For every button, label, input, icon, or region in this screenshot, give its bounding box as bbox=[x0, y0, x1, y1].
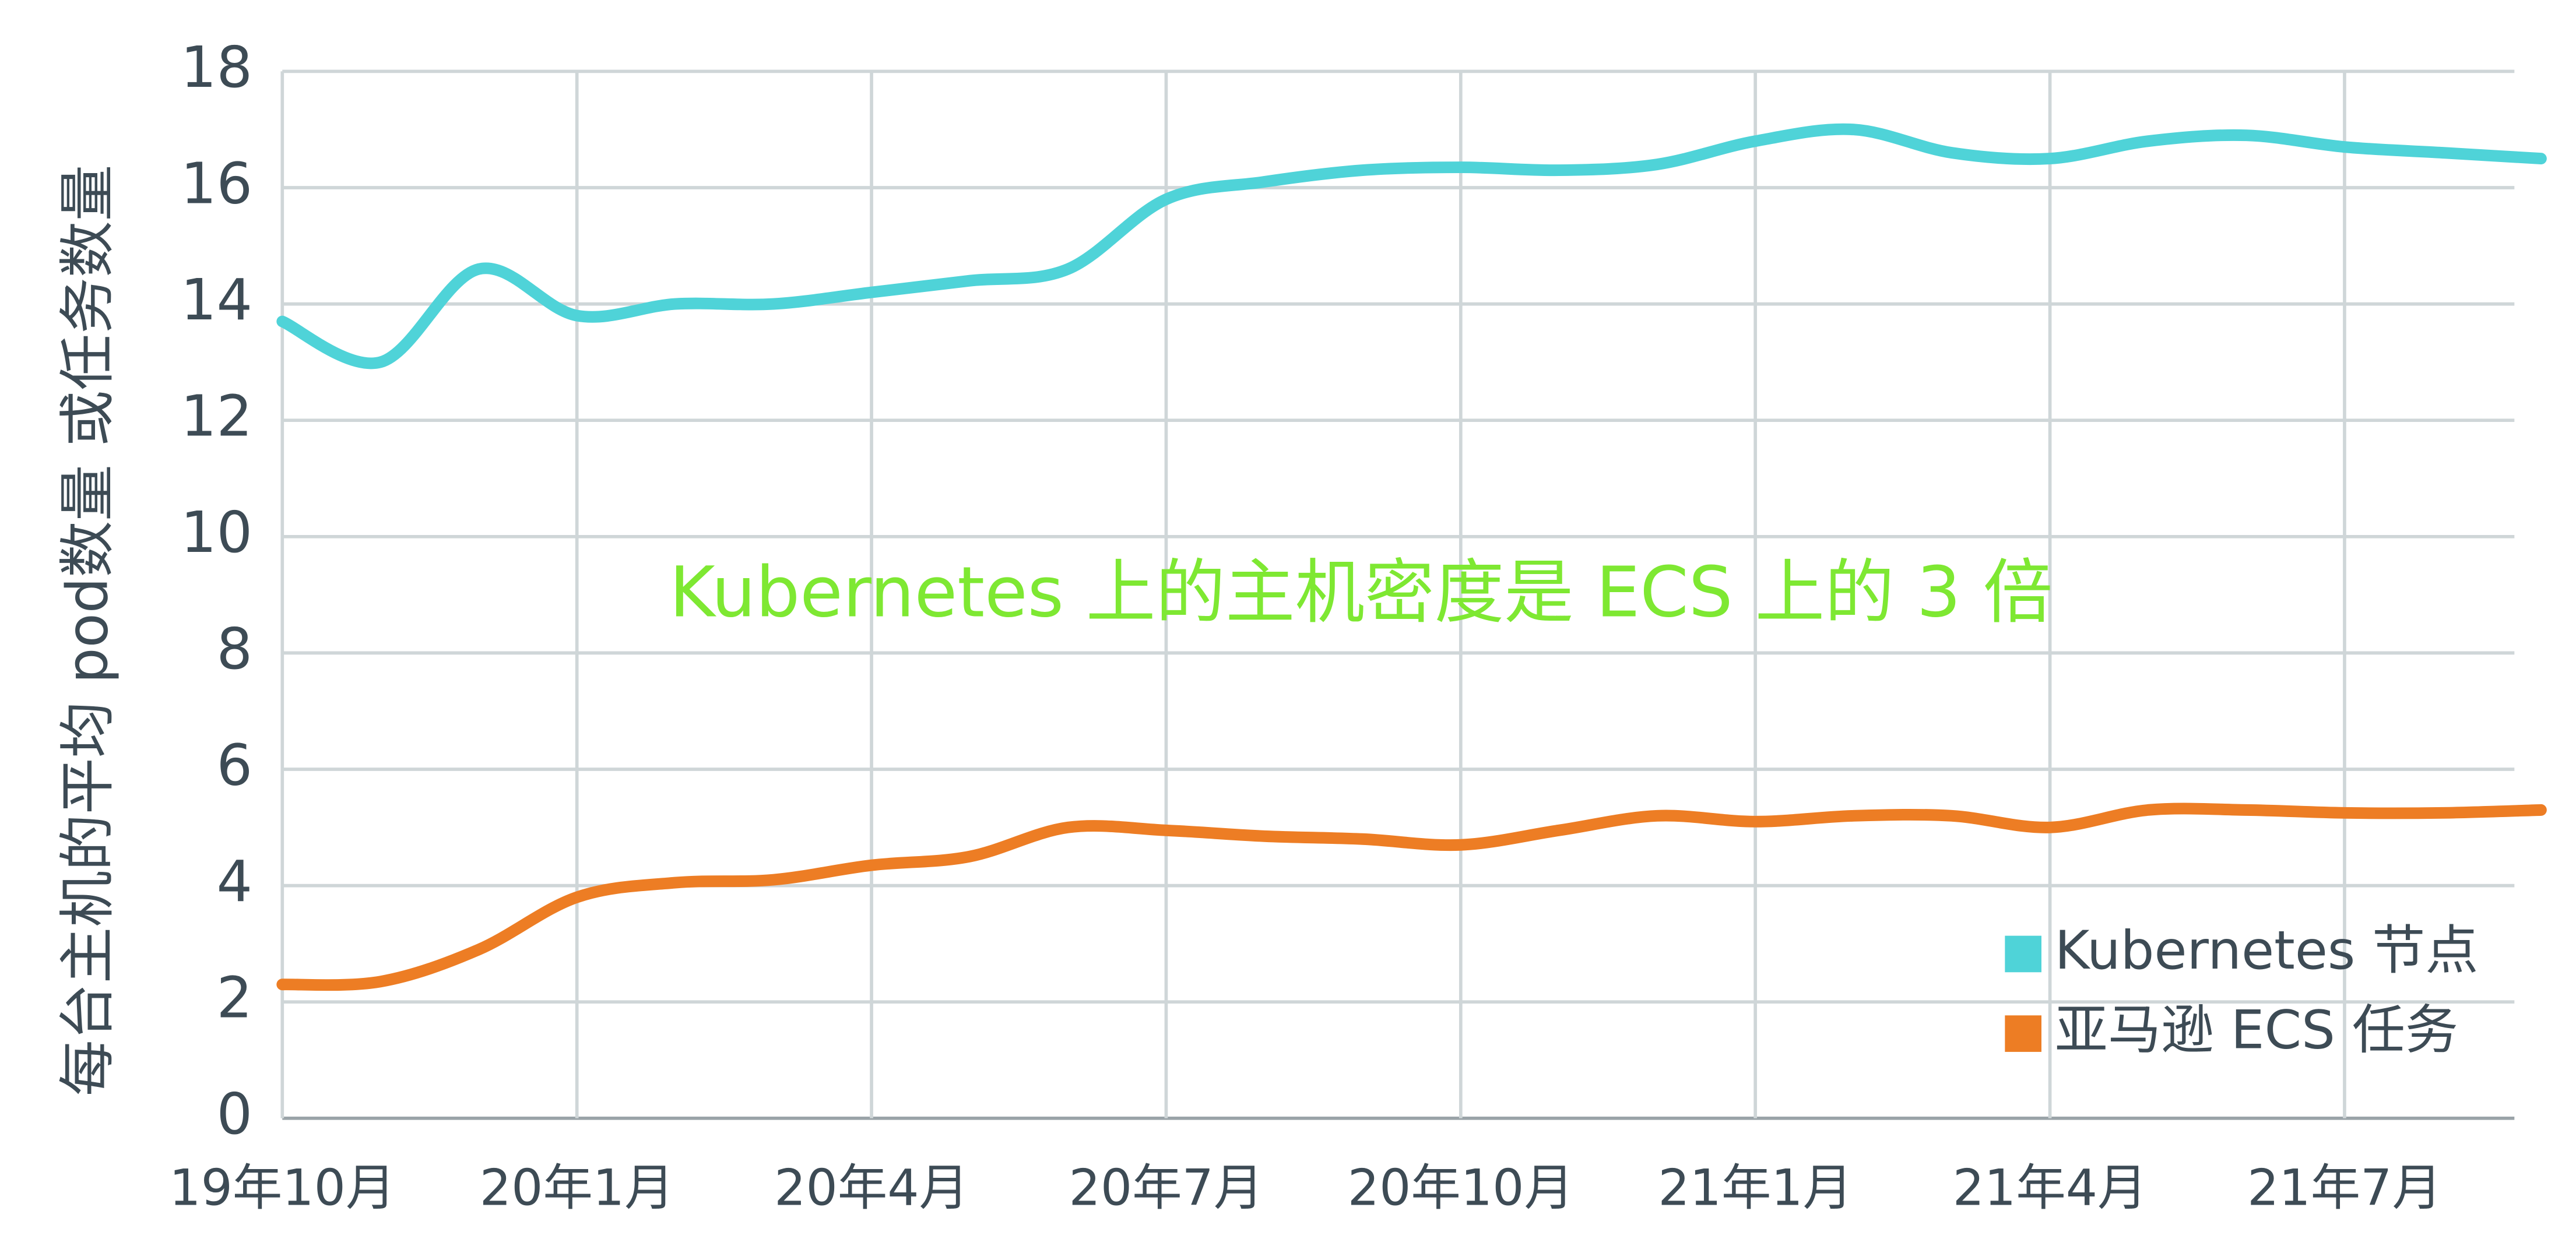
legend-swatch bbox=[2005, 935, 2041, 973]
x-tick-label: 21年4月 bbox=[1953, 1159, 2148, 1217]
series-line bbox=[276, 802, 2547, 991]
y-tick-label: 4 bbox=[216, 849, 252, 914]
x-tick-label: 20年7月 bbox=[1069, 1159, 1264, 1217]
y-tick-label: 18 bbox=[181, 34, 252, 100]
y-tick-label: 2 bbox=[216, 965, 252, 1031]
y-tick-label: 8 bbox=[216, 616, 252, 682]
y-tick-label: 6 bbox=[216, 732, 252, 798]
x-tick-label: 20年4月 bbox=[774, 1159, 969, 1217]
y-tick-label: 14 bbox=[181, 267, 252, 333]
legend-swatch bbox=[2005, 1015, 2041, 1052]
y-axis-label: 每台主机的平均 pod数量 或任务数量 bbox=[54, 165, 120, 1097]
y-tick-label: 0 bbox=[216, 1081, 252, 1147]
legend-label: Kubernetes 节点 bbox=[2055, 920, 2479, 981]
x-tick-label: 21年7月 bbox=[2247, 1159, 2442, 1217]
x-tick-label: 20年1月 bbox=[480, 1159, 674, 1217]
y-tick-label: 12 bbox=[181, 383, 252, 449]
legend-label: 亚马逊 ECS 任务 bbox=[2055, 999, 2458, 1061]
y-tick-label: 10 bbox=[181, 499, 252, 565]
series-line bbox=[276, 123, 2547, 369]
x-tick-label: 20年10月 bbox=[1348, 1159, 1574, 1217]
x-tick-label: 21年1月 bbox=[1658, 1159, 1853, 1217]
x-tick-label: 19年10月 bbox=[169, 1159, 395, 1217]
y-tick-label: 16 bbox=[181, 150, 252, 216]
annotation: Kubernetes 上的主机密度是 ECS 上的 3 倍 bbox=[669, 552, 2053, 633]
